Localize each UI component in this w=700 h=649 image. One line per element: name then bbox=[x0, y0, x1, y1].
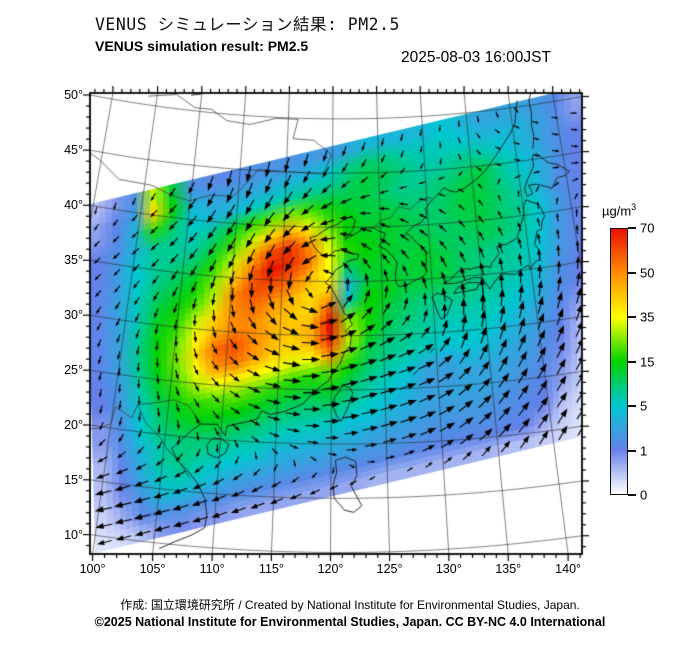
lat-tick-label: 50° bbox=[64, 87, 83, 102]
lat-tick-label: 10° bbox=[64, 527, 83, 542]
colorbar-tick bbox=[628, 360, 636, 363]
colorbar-tick bbox=[628, 316, 636, 318]
colorbar-tick bbox=[628, 271, 636, 274]
lat-tick-label: 15° bbox=[64, 472, 83, 487]
lon-tick-label: 135° bbox=[495, 562, 522, 576]
colorbar-tick bbox=[628, 227, 636, 229]
lon-tick-label: 140° bbox=[555, 562, 582, 576]
colorbar-tick-label: 0 bbox=[640, 487, 648, 503]
colorbar-tick-label: 15 bbox=[640, 354, 655, 369]
lon-tick-label: 105° bbox=[139, 562, 166, 576]
lat-tick-label: 45° bbox=[64, 143, 83, 158]
lat-tick-label: 25° bbox=[64, 363, 83, 378]
credit-line: 作成: 国立環境研究所 / Created by National Instit… bbox=[120, 598, 580, 612]
colorbar-tick bbox=[628, 494, 636, 496]
lon-tick-label: 130° bbox=[435, 562, 462, 576]
lon-tick-label: 120° bbox=[317, 562, 344, 576]
lon-tick-label: 125° bbox=[376, 562, 403, 576]
lat-tick-label: 35° bbox=[64, 253, 83, 268]
lat-tick-label: 30° bbox=[64, 308, 83, 323]
lat-tick-label: 40° bbox=[64, 198, 83, 213]
colorbar-tick-label: 70 bbox=[640, 220, 655, 236]
lat-tick-label: 20° bbox=[64, 417, 83, 432]
colorbar-unit-label: µg/m3 bbox=[602, 202, 637, 219]
colorbar bbox=[610, 228, 628, 495]
colorbar-tick bbox=[628, 405, 636, 407]
lon-tick-label: 115° bbox=[258, 562, 284, 576]
colorbar-tick-label: 1 bbox=[640, 443, 648, 458]
lon-tick-label: 110° bbox=[199, 562, 225, 576]
colorbar-tick-label: 50 bbox=[640, 265, 655, 280]
colorbar-tick-label: 35 bbox=[640, 309, 655, 325]
colorbar-tick bbox=[628, 449, 636, 452]
lon-tick-label: 100° bbox=[79, 562, 106, 576]
colorbar-tick-label: 5 bbox=[640, 398, 648, 414]
copyright-line: ©2025 National Institute for Environment… bbox=[94, 615, 606, 629]
